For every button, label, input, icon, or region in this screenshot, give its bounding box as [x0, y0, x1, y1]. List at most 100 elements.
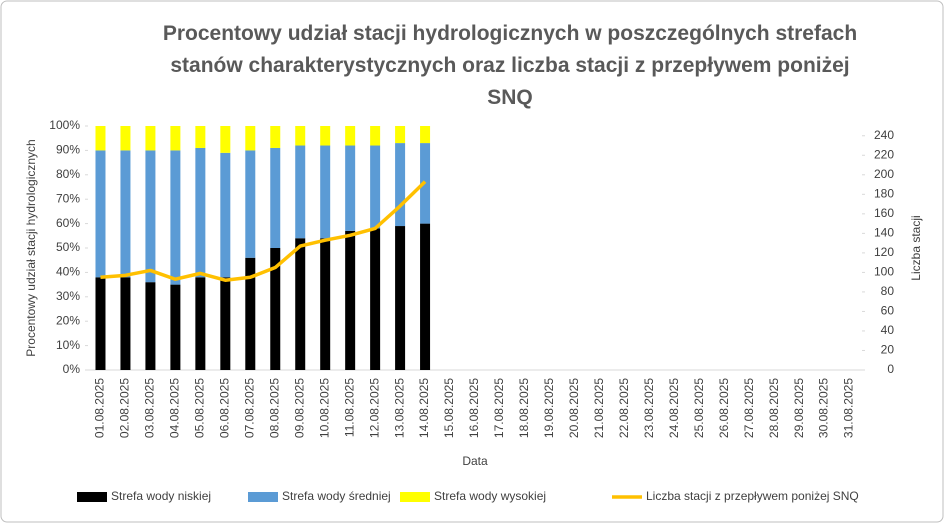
bar [395, 126, 406, 144]
x-tick-label: 29.08.2025 [792, 378, 806, 438]
x-tick-label: 08.08.2025 [267, 378, 281, 438]
x-tick-label: 06.08.2025 [217, 378, 231, 438]
legend-label: Strefa wody niskiej [111, 489, 211, 503]
line [100, 180, 427, 282]
y2-tick-label: 20 [881, 343, 895, 357]
bar [145, 282, 156, 370]
y-tick-label: 40% [56, 265, 80, 279]
x-tick-label: 11.08.2025 [342, 378, 356, 437]
legend-swatch [400, 492, 430, 502]
bar [320, 238, 331, 370]
x-tick-label: 02.08.2025 [118, 378, 132, 438]
bar [345, 126, 356, 146]
x-tick-label: 07.08.2025 [242, 378, 256, 438]
y-axis-title: Procentowy udział stacji hydrologicznych [24, 139, 38, 356]
y2-axis-title: Liczba stacji [909, 215, 923, 280]
bar [95, 277, 106, 370]
bar [170, 126, 181, 151]
chart-title: Procentowy udział stacji hydrologicznych… [162, 22, 858, 109]
x-tick-label: 30.08.2025 [817, 378, 831, 438]
bar [170, 150, 181, 285]
bar [245, 257, 256, 370]
bar [120, 126, 131, 151]
bar [220, 277, 231, 370]
y2-tick-label: 240 [874, 128, 894, 142]
x-tick-label: 10.08.2025 [317, 378, 331, 438]
x-tick-label: 15.08.2025 [442, 378, 456, 438]
bar [245, 150, 256, 258]
y-tick-label: 30% [56, 289, 80, 303]
bar [370, 145, 381, 229]
legend-label: Strefa wody średniej [282, 489, 391, 503]
x-tick-label: 26.08.2025 [717, 378, 731, 438]
y-tick-label: 20% [56, 313, 80, 327]
x-axis-title: Data [462, 454, 488, 468]
bar [420, 126, 431, 144]
x-tick-label: 23.08.2025 [642, 378, 656, 438]
y-tick-label: 90% [56, 143, 80, 157]
bar [345, 230, 356, 370]
x-tick-label: 20.08.2025 [567, 378, 581, 438]
y-tick-label: 50% [56, 240, 80, 254]
bar [145, 126, 156, 151]
bar [145, 150, 156, 283]
y2-tick-label: 200 [874, 167, 894, 181]
y-tick-label: 60% [56, 216, 80, 230]
bar [95, 126, 106, 151]
y-tick-label: 70% [56, 191, 80, 205]
y2-tick-label: 140 [874, 226, 894, 240]
y-tick-label: 0% [63, 362, 81, 376]
bar [120, 277, 131, 370]
bar [220, 152, 231, 278]
bar [370, 126, 381, 146]
y2-tick-label: 220 [874, 147, 894, 161]
bar [245, 126, 256, 151]
y2-tick-label: 160 [874, 206, 894, 220]
bar [320, 145, 331, 239]
x-tick-label: 21.08.2025 [592, 378, 606, 438]
bar [270, 248, 281, 370]
bar [120, 150, 131, 278]
bar [295, 238, 306, 370]
x-tick-label: 04.08.2025 [168, 378, 182, 438]
x-tick-label: 28.08.2025 [767, 378, 781, 438]
legend-swatch [248, 492, 278, 502]
legend-swatch [77, 492, 107, 502]
x-tick-label: 16.08.2025 [467, 378, 481, 438]
y2-tick-label: 100 [874, 265, 894, 279]
legend-label: Strefa wody wysokiej [434, 489, 546, 503]
x-tick-label: 03.08.2025 [143, 378, 157, 438]
y2-tick-label: 80 [881, 284, 895, 298]
x-tick-label: 22.08.2025 [617, 378, 631, 438]
x-tick-label: 14.08.2025 [417, 378, 431, 438]
x-tick-label: 17.08.2025 [492, 378, 506, 438]
bar [195, 126, 206, 148]
bar [195, 277, 206, 370]
bar [170, 284, 181, 370]
x-tick-label: 09.08.2025 [292, 378, 306, 438]
bar [370, 228, 381, 370]
bar [95, 150, 106, 278]
bar [295, 145, 306, 239]
y2-tick-label: 60 [881, 304, 895, 318]
x-tick-label: 19.08.2025 [542, 378, 556, 438]
y2-tick-label: 120 [874, 245, 894, 259]
y2-tick-label: 180 [874, 186, 894, 200]
bar [220, 126, 231, 153]
x-tick-label: 12.08.2025 [367, 378, 381, 438]
bar [270, 126, 281, 148]
legend-label: Liczba stacji z przepływem poniżej SNQ [646, 489, 859, 503]
x-tick-label: 01.08.2025 [93, 378, 107, 438]
x-tick-label: 13.08.2025 [392, 378, 406, 438]
x-tick-label: 18.08.2025 [517, 378, 531, 438]
y-tick-label: 80% [56, 167, 80, 181]
y2-tick-label: 40 [881, 323, 895, 337]
bar [320, 126, 331, 146]
y-tick-label: 100% [49, 118, 80, 132]
y-tick-label: 10% [56, 338, 80, 352]
x-tick-label: 24.08.2025 [667, 378, 681, 438]
bar [295, 126, 306, 146]
